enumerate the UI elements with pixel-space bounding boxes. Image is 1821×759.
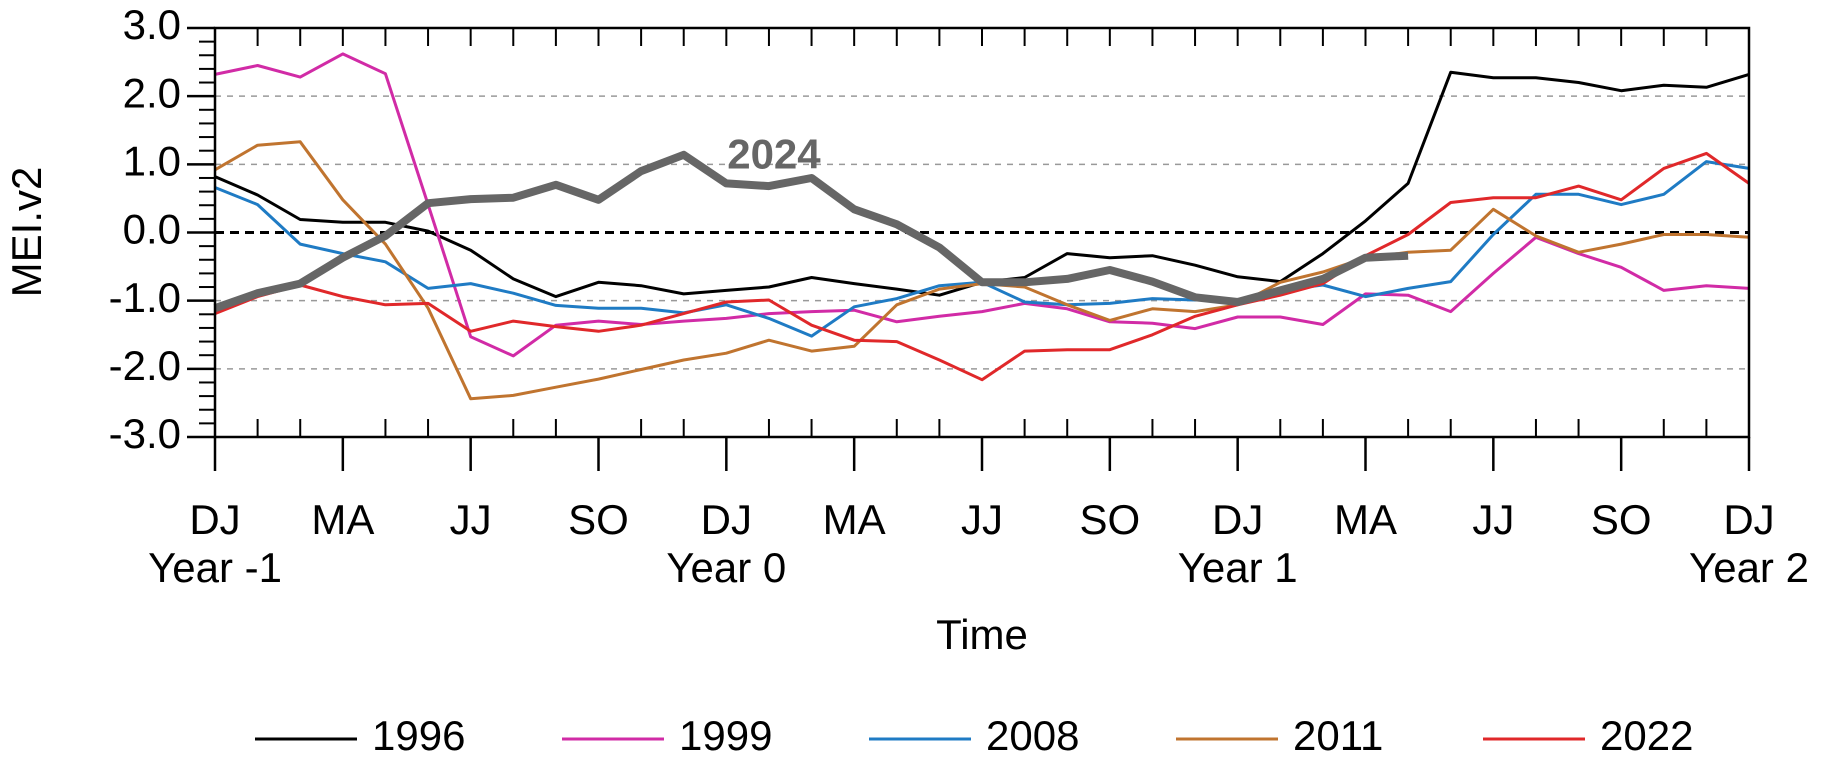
x-tick-label: MA [311, 496, 374, 543]
x-tick-label: MA [823, 496, 886, 543]
y-tick-label: 1.0 [123, 137, 181, 184]
y-tick-label: 3.0 [123, 1, 181, 48]
highlight-line [213, 150, 1409, 312]
series-annotation: 2024 [727, 131, 821, 178]
x-tick-label: JJ [450, 496, 492, 543]
y-tick-label: -2.0 [109, 342, 181, 389]
x-tick-label: DJ [1212, 496, 1263, 543]
x-axis-label: Time [936, 611, 1028, 658]
legend-label: 2008 [986, 712, 1079, 759]
y-tick-label: -1.0 [109, 274, 181, 321]
series-line [214, 52, 1750, 358]
x-tick-label: DJ [1723, 496, 1774, 543]
x-group-label: Year 2 [1689, 544, 1809, 591]
series-line [214, 160, 1750, 338]
x-tick-label: JJ [1472, 496, 1514, 543]
series-line [214, 151, 1750, 382]
x-tick-label: MA [1334, 496, 1397, 543]
x-tick-label: SO [1079, 496, 1140, 543]
x-tick-label: DJ [189, 496, 240, 543]
y-tick-label: -3.0 [109, 410, 181, 457]
y-tick-label: 2.0 [123, 69, 181, 116]
series-line [214, 140, 1750, 401]
x-group-label: Year -1 [148, 544, 282, 591]
x-tick-label: JJ [961, 496, 1003, 543]
y-axis-label: MEI.v2 [3, 167, 50, 298]
x-tick-label: DJ [701, 496, 752, 543]
legend-label: 1996 [372, 712, 465, 759]
legend-label: 2011 [1293, 712, 1383, 759]
x-group-label: Year 0 [666, 544, 786, 591]
series-line [214, 70, 1750, 299]
legend-label: 2022 [1600, 712, 1693, 759]
legend-label: 1999 [679, 712, 772, 759]
x-group-label: Year 1 [1178, 544, 1298, 591]
x-tick-label: SO [568, 496, 629, 543]
y-tick-label: 0.0 [123, 206, 181, 253]
x-tick-label: SO [1591, 496, 1652, 543]
plot-frame [213, 26, 1751, 439]
